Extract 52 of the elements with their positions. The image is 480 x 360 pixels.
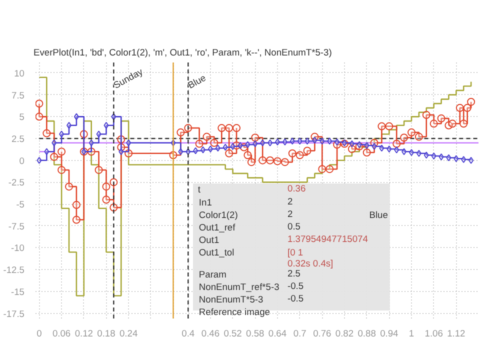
annotation: 2 [288,209,293,219]
x-tick-label: 1.12 [447,328,466,338]
y-tick-label: 2.5 [12,134,24,144]
annotation: In1 [198,198,212,208]
x-tick-label: 0.4 [182,328,195,338]
annotation: Reference image [198,307,270,317]
annotation: t [198,184,201,194]
y-tick-label: 10 [14,68,25,78]
x-tick-label: 0.88 [358,328,376,338]
x-tick-label: 0.52 [224,328,242,338]
x-tick-label: 0.64 [268,328,287,338]
x-tick-label: 0.58 [246,328,264,338]
x-tick-label: 0 [36,328,42,338]
chart-title: EverPlot(In1, 'bd', Color1(2), 'm', Out1, 'ro', Param, 'k--', NonEnumT*5-3) [34,48,332,58]
annotation: 2 [288,196,293,206]
annotation: Out1_tol [198,248,234,258]
annotation: 0.36 [288,184,306,194]
x-tick-label: 1 [408,328,414,338]
y-tick-label: -7.5 [8,221,25,232]
x-tick-label: 0.46 [201,328,220,338]
x-tick-label: 0.7 [293,328,306,338]
y-tick-label: 5 [19,112,25,122]
annotation: Param [198,270,227,280]
x-tick-label: 0.12 [74,328,93,338]
x-tick-label: 0.94 [380,328,398,338]
x-tick-label: 1.06 [424,328,443,338]
x-tick-label: 0.76 [313,328,332,338]
x-tick-label: 0.82 [335,328,354,338]
y-tick-label: -17.5 [3,308,25,319]
annotation: NonEnumT_ref*5-3 [198,282,280,292]
y-tick-label: -2.5 [8,178,25,188]
annotation: Color1(2) [198,210,238,220]
annotation: 2.5 [288,268,300,278]
x-tick-label: 0.18 [97,328,116,338]
annotation: -0.5 [288,281,304,291]
annotation: -0.5 [288,294,304,304]
annotation: 0.5 [288,222,300,232]
y-tick-label: -12.5 [3,265,25,276]
annotation: 1.37954947715074 [288,234,368,244]
y-tick-label: 0 [19,156,25,166]
x-tick-label: 0.24 [119,328,138,338]
y-tick-label: 7.5 [12,90,24,100]
annotation: Out1 [198,235,220,245]
ref-line-label: Blue [186,72,208,90]
y-tick-label: -5 [16,200,25,210]
annotation: [0 1 0.32s 0.4s] [288,248,334,268]
annotation: NonEnumT*5-3 [198,294,264,304]
x-tick-label: 0.06 [52,328,71,338]
y-tick-label: -10 [11,243,24,254]
annotation: Blue [369,210,388,220]
annotation: Out1_ref [198,222,236,232]
y-tick-label: -15 [11,286,24,297]
